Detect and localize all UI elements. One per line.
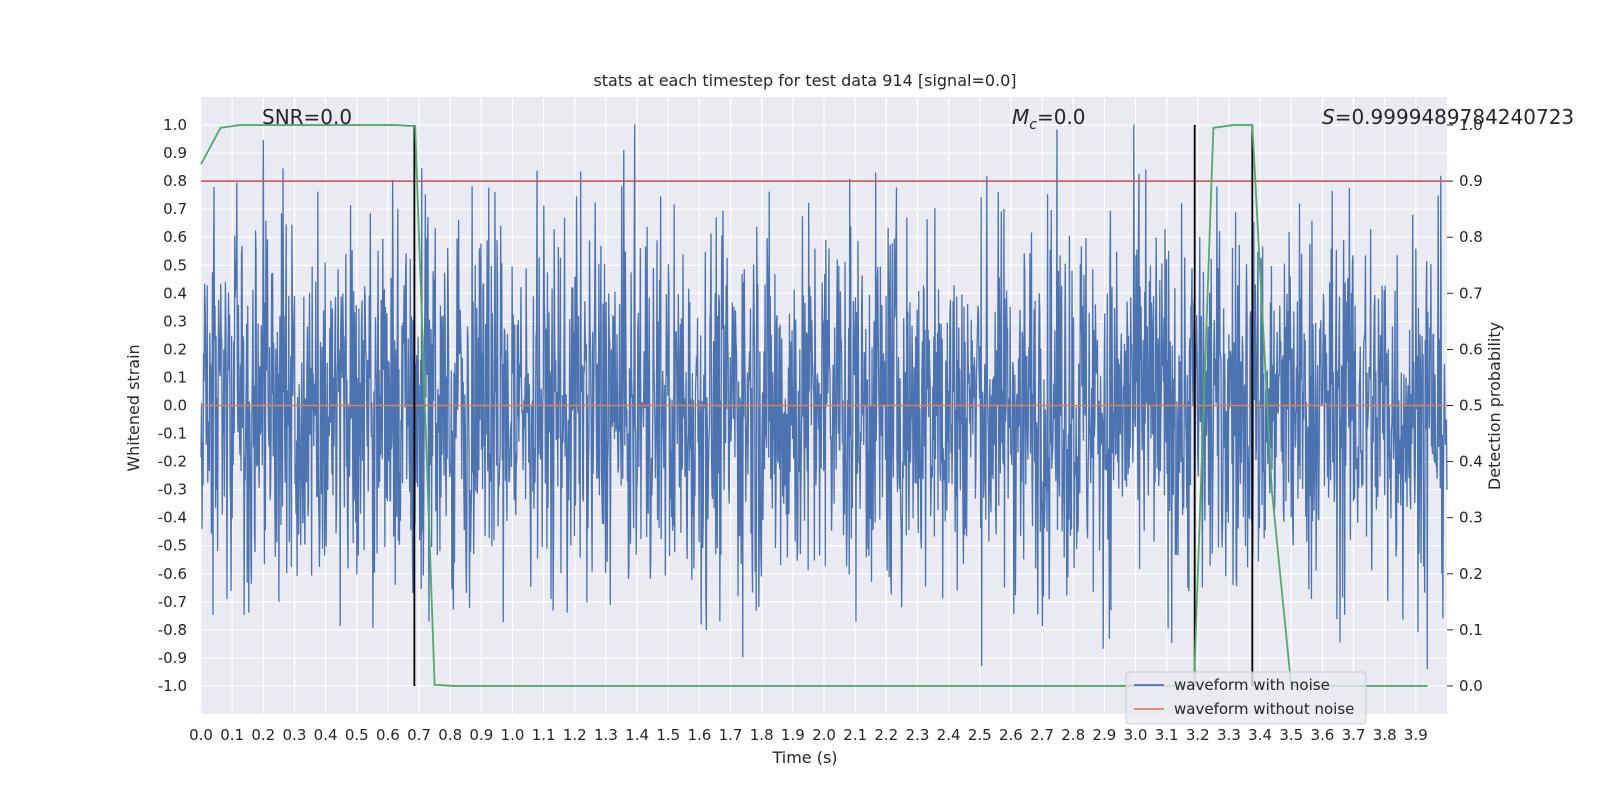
left-tick-label: 0.8	[163, 172, 187, 190]
x-tick-label: 3.7	[1342, 726, 1366, 744]
x-tick-label: 2.4	[937, 726, 961, 744]
x-tick-label: 0.3	[283, 726, 307, 744]
right-tick-label: 0.6	[1459, 340, 1483, 358]
left-tick-label: -0.4	[158, 509, 187, 527]
x-tick-label: 3.8	[1373, 726, 1397, 744]
right-tick-label: 0.2	[1459, 565, 1483, 583]
mc-symbol: M	[1012, 105, 1029, 129]
x-tick-label: 1.9	[781, 726, 805, 744]
x-tick-label: 3.0	[1124, 726, 1148, 744]
right-tick-label: 0.9	[1459, 172, 1483, 190]
noise-waveform-series	[200, 124, 1448, 670]
x-tick-label: 0.8	[438, 726, 462, 744]
left-tick-label: 0.7	[163, 200, 187, 218]
x-tick-label: 2.3	[906, 726, 930, 744]
right-tick-label: 0.1	[1459, 621, 1483, 639]
x-tick-label: 1.5	[656, 726, 680, 744]
x-tick-label: 2.0	[812, 726, 836, 744]
x-tick-label: 0.2	[251, 726, 275, 744]
left-tick-label: -1.0	[158, 677, 187, 695]
x-tick-label: 3.3	[1217, 726, 1241, 744]
x-tick-label: 2.5	[968, 726, 992, 744]
right-axis-label: Detection probability	[1485, 322, 1504, 490]
left-tick-label: 0.9	[163, 144, 187, 162]
s-value: =0.9999489784240723	[1335, 105, 1574, 129]
legend-label-noise: waveform with noise	[1174, 676, 1330, 694]
mc-subscript: c	[1029, 117, 1037, 133]
legend-box	[1125, 671, 1367, 725]
left-tick-label: 0.6	[163, 228, 187, 246]
left-tick-label: -0.7	[158, 593, 187, 611]
right-tick-label: 0.3	[1459, 509, 1483, 527]
x-tick-label: 1.0	[501, 726, 525, 744]
x-tick-label: 0.1	[220, 726, 244, 744]
x-tick-label: 0.9	[469, 726, 493, 744]
x-tick-label: 1.6	[687, 726, 711, 744]
right-tick-label: 0.4	[1459, 453, 1483, 471]
mc-value: =0.0	[1037, 105, 1086, 129]
x-tick-label: 2.7	[1030, 726, 1054, 744]
x-tick-label: 1.2	[563, 726, 587, 744]
x-tick-label: 0.0	[189, 726, 213, 744]
right-tick-label: 0.5	[1459, 397, 1483, 415]
x-tick-label: 0.7	[407, 726, 431, 744]
legend-label-clean: waveform without noise	[1174, 700, 1354, 718]
x-tick-label: 1.7	[719, 726, 743, 744]
x-tick-label: 1.3	[594, 726, 618, 744]
x-tick-label: 1.1	[532, 726, 556, 744]
left-tick-label: 0.3	[163, 312, 187, 330]
x-axis-label: Time (s)	[771, 748, 837, 767]
s-symbol: S	[1322, 105, 1335, 129]
x-tick-label: 1.4	[625, 726, 649, 744]
left-tick-label: 0.0	[163, 397, 187, 415]
left-tick-label: 1.0	[163, 116, 187, 134]
left-tick-label: -0.3	[158, 481, 187, 499]
x-tick-label: 2.1	[843, 726, 867, 744]
left-tick-label: -0.2	[158, 453, 187, 471]
s-annotation: S=0.9999489784240723	[1322, 105, 1574, 129]
x-tick-label: 3.1	[1155, 726, 1179, 744]
left-tick-label: 0.5	[163, 256, 187, 274]
x-tick-label: 0.5	[345, 726, 369, 744]
x-tick-label: 3.5	[1279, 726, 1303, 744]
x-tick-label: 3.4	[1248, 726, 1272, 744]
left-axis-label: Whitened strain	[124, 344, 143, 471]
right-tick-label: 0.8	[1459, 228, 1483, 246]
left-tick-label: -0.1	[158, 425, 187, 443]
left-tick-label: 0.2	[163, 340, 187, 358]
left-tick-label: 0.4	[163, 284, 187, 302]
x-tick-label: 2.2	[874, 726, 898, 744]
right-tick-label: 1.0	[1459, 116, 1483, 134]
x-tick-label: 3.2	[1186, 726, 1210, 744]
right-tick-label: 0.7	[1459, 284, 1483, 302]
x-tick-label: 2.9	[1092, 726, 1116, 744]
left-axis-ticks: 1.0 0.9 0.8 0.7 0.6 0.5 0.4 0.3 0.2 0.1 0.0 -0.1 -0.…	[158, 116, 187, 695]
chart-title: stats at each timestep for test data 914…	[593, 71, 1016, 90]
x-tick-label: 1.8	[750, 726, 774, 744]
x-tick-label: 3.6	[1310, 726, 1334, 744]
x-axis-ticks: 0.0 0.1 0.2 0.3 0.4 0.5 0.6 0.7 0.8 0.9 1.0 1.1 1.2 1…	[189, 726, 1428, 744]
left-tick-label: -0.8	[158, 621, 187, 639]
right-axis-ticks: 1.0 0.9 0.8 0.7 0.6 0.5 0.4 0.3 0.2 0.1 0.0	[1447, 116, 1483, 695]
right-tick-label: 0.0	[1459, 677, 1483, 695]
legend: waveform with noise waveform without noi…	[1125, 671, 1367, 725]
left-tick-label: -0.9	[158, 649, 187, 667]
snr-annotation: SNR=0.0	[262, 105, 352, 129]
x-tick-label: 2.8	[1061, 726, 1085, 744]
x-tick-label: 0.6	[376, 726, 400, 744]
mc-annotation: Mc=0.0	[1012, 105, 1086, 133]
x-tick-label: 0.4	[314, 726, 338, 744]
noise-waveform-line	[200, 124, 1448, 670]
left-tick-label: -0.5	[158, 537, 187, 555]
left-tick-label: 0.1	[163, 368, 187, 386]
x-tick-label: 3.9	[1404, 726, 1428, 744]
x-tick-label: 2.6	[999, 726, 1023, 744]
left-tick-label: -0.6	[158, 565, 187, 583]
